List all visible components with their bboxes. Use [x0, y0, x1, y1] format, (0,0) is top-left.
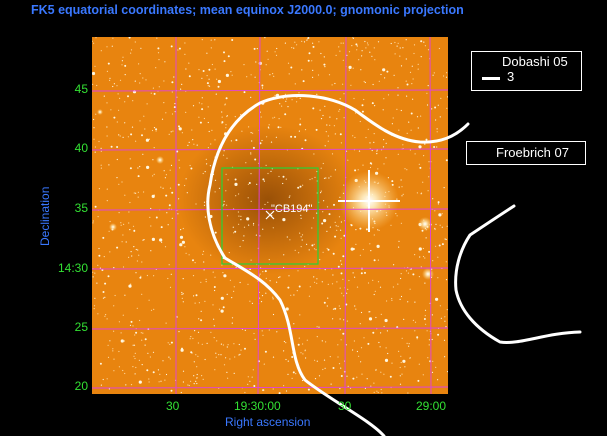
legend-dobashi: Dobashi 05 3	[471, 51, 582, 91]
dec-tick-label: 20	[74, 379, 88, 393]
bright-star	[109, 223, 117, 231]
ra-tick-label: 29:00	[416, 399, 447, 413]
legend-froebrich-name: Froebrich 07	[496, 145, 569, 160]
grid-line-dec	[92, 148, 448, 151]
ra-tick-label: 30	[338, 399, 352, 413]
map-title: FK5 equatorial coordinates; mean equinox…	[31, 3, 464, 17]
dark-cloud	[178, 125, 358, 275]
region-box	[221, 167, 319, 265]
dec-tick-label: 40	[74, 141, 88, 155]
dec-tick-label: 25	[74, 320, 88, 334]
bright-star	[422, 268, 434, 280]
legend-line-swatch	[482, 77, 500, 80]
grid-line-dec	[92, 327, 448, 330]
dec-tick-label: 14:30	[57, 261, 88, 275]
grid-line-ra	[257, 37, 261, 394]
legend-dobashi-value: 3	[507, 69, 515, 84]
grid-line-dec	[92, 208, 448, 211]
bright-star	[97, 109, 103, 115]
bright-star	[418, 217, 432, 231]
source-label: "CB194"	[271, 203, 313, 215]
grid-line-dec	[92, 267, 448, 270]
coordinate-grid	[92, 37, 448, 394]
x-axis-label: Right ascension	[225, 415, 311, 429]
dobashi-contour	[206, 94, 582, 436]
legend-dobashi-name: Dobashi 05	[502, 54, 568, 69]
grid-line-ra	[344, 37, 347, 394]
grid-line-dec	[92, 386, 448, 389]
source-marker	[265, 210, 275, 220]
dec-tick-label: 35	[74, 201, 88, 215]
y-axis-label: Declination	[38, 186, 52, 246]
grid-line-ra	[429, 37, 432, 394]
ra-tick-label: 30	[166, 399, 180, 413]
legend-froebrich: Froebrich 07	[466, 141, 586, 165]
ra-tick-label: 19:30:00	[234, 399, 281, 413]
grid-line-dec	[92, 89, 448, 92]
bright-star	[156, 156, 164, 164]
dec-tick-label: 45	[74, 82, 88, 96]
